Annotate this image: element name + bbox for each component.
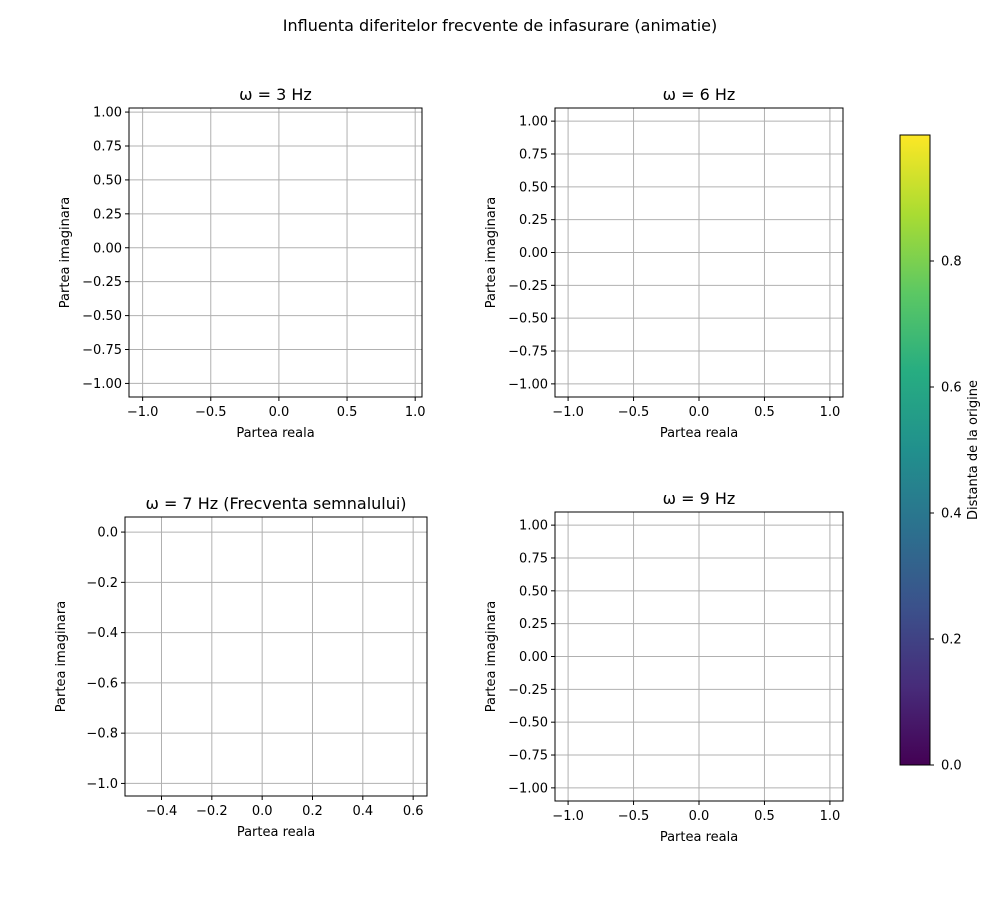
y-tick-label: −1.00 — [508, 781, 548, 796]
y-tick-label: 0.75 — [93, 139, 122, 154]
y-tick-label: −0.6 — [86, 676, 118, 691]
x-tick-label: 0.0 — [269, 405, 290, 420]
y-tick-label: 0.00 — [519, 246, 548, 261]
y-tick-label: −0.4 — [86, 626, 118, 641]
x-tick-label: −1.0 — [552, 405, 584, 420]
y-tick-label: −0.8 — [86, 727, 118, 742]
subplot-4: −1.0 −0.5 0.0 0.5 1.0 −1.00 −0.75 −0.50 −0.25 0.0… — [484, 489, 844, 845]
subplot-title: ω = 6 Hz — [663, 85, 736, 104]
y-axis-label: Partea imaginara — [58, 197, 73, 308]
plot-area — [129, 108, 422, 397]
y-tick-label: −0.75 — [508, 749, 548, 764]
y-tick-label: 0.25 — [519, 213, 548, 228]
subplot-title: ω = 7 Hz (Frecventa semnalului) — [145, 494, 406, 513]
y-tick-label: 0.50 — [93, 173, 122, 188]
y-axis-label: Partea imaginara — [484, 197, 499, 308]
x-tick-label: −0.5 — [618, 809, 650, 824]
subplot-1: −1.0 −0.5 0.0 0.5 1.0 −1.00 −0.75 −0.50 −0.25 0.0… — [58, 85, 426, 441]
subplot-title: ω = 3 Hz — [239, 85, 312, 104]
subplot-2: −1.0 −0.5 0.0 0.5 1.0 −1.00 −0.75 −0.50 −0.25 0.0… — [484, 85, 844, 441]
subplot-3: −0.4 −0.2 0.0 0.2 0.4 0.6 −1.0 −0.8 −0.6 −0.4 −0.2… — [54, 494, 428, 840]
x-axis-label: Partea reala — [660, 426, 738, 441]
plot-area — [125, 517, 427, 796]
subplot-grid: −1.0 −0.5 0.0 0.5 1.0 −1.00 −0.75 −0.50 −0.25 0.0… — [54, 85, 844, 845]
y-tick-label: −0.25 — [82, 275, 122, 290]
y-axis-label: Partea imaginara — [484, 601, 499, 712]
x-tick-label: −0.5 — [618, 405, 650, 420]
y-tick-label: 0.75 — [519, 551, 548, 566]
x-tick-label: 1.0 — [820, 405, 841, 420]
y-tick-label: −1.00 — [508, 377, 548, 392]
x-tick-label: 0.4 — [352, 804, 373, 819]
y-tick-label: −0.2 — [86, 576, 118, 591]
figure-title: Influenta diferitelor frecvente de infas… — [283, 16, 717, 35]
y-tick-label: 0.0 — [97, 526, 118, 541]
x-tick-label: −0.2 — [196, 804, 228, 819]
y-tick-label: −0.50 — [82, 309, 122, 324]
colorbar: 0.0 0.2 0.4 0.6 0.8 Distanta de la origine — [899, 134, 981, 774]
y-tick-label: 1.00 — [519, 519, 548, 534]
colorbar-tick-label: 0.6 — [941, 381, 962, 396]
y-tick-label: −0.25 — [508, 279, 548, 294]
colorbar-label: Distanta de la origine — [966, 380, 981, 520]
colorbar-tick-label: 0.4 — [941, 507, 962, 522]
x-tick-label: −1.0 — [552, 809, 584, 824]
y-tick-label: 0.75 — [519, 147, 548, 162]
x-tick-label: 0.5 — [754, 809, 775, 824]
y-tick-label: −0.50 — [508, 716, 548, 731]
y-tick-label: 0.25 — [93, 207, 122, 222]
x-tick-label: 1.0 — [820, 809, 841, 824]
x-tick-label: 0.0 — [689, 809, 710, 824]
x-tick-label: −0.5 — [195, 405, 227, 420]
y-tick-label: 1.00 — [519, 115, 548, 130]
y-tick-label: 0.00 — [519, 650, 548, 665]
colorbar-tick-label: 0.2 — [941, 633, 962, 648]
axes-frame — [128, 107, 423, 398]
x-tick-label: 1.0 — [405, 405, 426, 420]
y-tick-label: 0.25 — [519, 617, 548, 632]
colorbar-tick-label: 0.8 — [941, 255, 962, 270]
x-tick-label: 0.5 — [337, 405, 358, 420]
y-tick-label: 1.00 — [93, 106, 122, 121]
x-axis-label: Partea reala — [236, 426, 314, 441]
x-tick-label: 0.5 — [754, 405, 775, 420]
x-axis-label: Partea reala — [660, 830, 738, 845]
y-tick-label: 0.50 — [519, 180, 548, 195]
axes-frame — [124, 516, 428, 797]
axes-frame — [554, 107, 844, 398]
subplot-title: ω = 9 Hz — [663, 489, 736, 508]
x-tick-label: 0.6 — [403, 804, 424, 819]
y-tick-label: −0.75 — [508, 345, 548, 360]
colorbar-gradient — [899, 134, 931, 766]
x-tick-label: −1.0 — [127, 405, 159, 420]
x-tick-label: 0.0 — [689, 405, 710, 420]
y-tick-label: −0.25 — [508, 683, 548, 698]
y-axis-label: Partea imaginara — [54, 601, 69, 712]
y-tick-label: −1.00 — [82, 377, 122, 392]
y-tick-label: −0.50 — [508, 312, 548, 327]
x-tick-label: 0.2 — [302, 804, 323, 819]
y-tick-label: 0.00 — [93, 241, 122, 256]
y-tick-label: −1.0 — [86, 777, 118, 792]
y-tick-label: −0.75 — [82, 343, 122, 358]
axes-frame — [554, 511, 844, 802]
x-tick-label: 0.0 — [252, 804, 273, 819]
x-tick-label: −0.4 — [146, 804, 178, 819]
x-axis-label: Partea reala — [237, 825, 315, 840]
colorbar-tick-label: 0.0 — [941, 759, 962, 774]
y-tick-label: 0.50 — [519, 584, 548, 599]
